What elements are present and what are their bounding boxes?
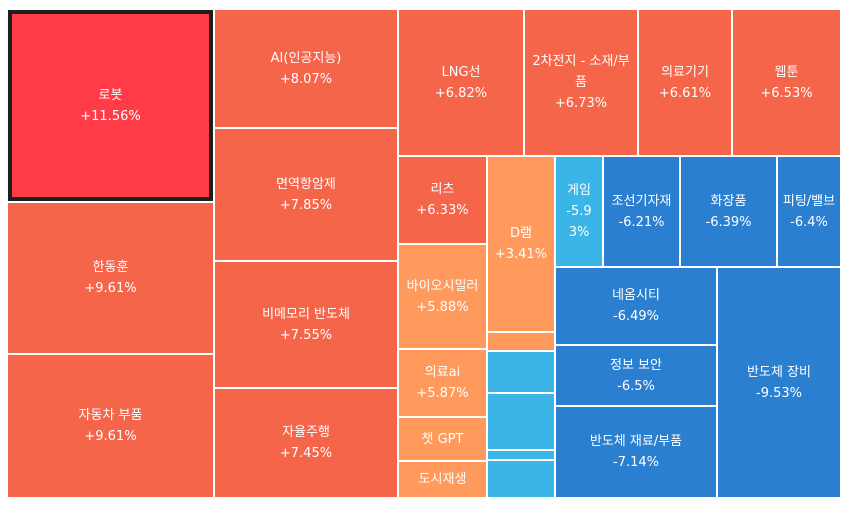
tile-value: -9.53% — [756, 385, 802, 401]
tile-value: +6.82% — [434, 85, 488, 101]
treemap-tile[interactable]: 웹툰 +6.53% — [733, 10, 840, 155]
tile-value: +7.55% — [279, 327, 333, 343]
tile-value: +7.85% — [279, 197, 333, 213]
tile-value: +5.87% — [416, 386, 469, 401]
treemap-tile[interactable]: LNG선 +6.82% — [399, 10, 523, 155]
treemap-tile[interactable] — [488, 352, 554, 392]
treemap-tile[interactable] — [488, 333, 554, 350]
tile-value: -6.49% — [613, 309, 659, 324]
treemap-tile[interactable]: 게임 -5.93% — [556, 157, 602, 266]
tile-label: 자동차 부품 — [78, 408, 143, 423]
treemap-tile[interactable]: 피팅/밸브 -6.4% — [778, 157, 840, 266]
tile-label: 챗 GPT — [421, 431, 464, 447]
treemap-tile[interactable]: 한동훈 +9.61% — [8, 203, 213, 353]
tile-value: +9.61% — [84, 281, 137, 296]
tile-label: 비메모리 반도체 — [262, 306, 350, 322]
tile-value: +6.53% — [760, 85, 813, 101]
tile-label: 정보 보안 — [610, 357, 662, 373]
tile-label: 의료ai — [424, 365, 461, 380]
treemap-tile[interactable]: 리츠 +6.33% — [399, 157, 486, 243]
tile-label: 로봇 — [98, 87, 123, 103]
tile-label: 반도체 재료/부품 — [589, 434, 683, 449]
tile-value: +8.07% — [279, 71, 333, 87]
tile-value: -7.14% — [613, 455, 659, 470]
tile-label: 웹툰 — [774, 64, 799, 80]
treemap-tile[interactable]: 비메모리 반도체 +7.55% — [215, 262, 397, 387]
tile-value: -6.4% — [790, 214, 828, 230]
treemap-tile[interactable]: 네옴시티 -6.49% — [556, 268, 716, 344]
tile-label: 도시재생 — [418, 472, 467, 487]
treemap-tile[interactable]: AI(인공지능) +8.07% — [215, 10, 397, 127]
tile-value: +9.61% — [84, 429, 137, 444]
tile-label: 조선기자재 — [611, 193, 672, 209]
treemap-tile[interactable]: 2차전지 - 소재/부품 +6.73% — [525, 10, 637, 155]
tile-label: 2차전지 - 소재/부품 — [532, 54, 630, 90]
treemap-tile[interactable]: 바이오시밀러 +5.88% — [399, 245, 486, 348]
treemap-tile[interactable] — [488, 394, 554, 449]
treemap-tile[interactable]: 챗 GPT — [399, 418, 486, 460]
tile-value: +6.73% — [554, 96, 608, 111]
treemap-tile[interactable]: 로봇 +11.56% — [8, 10, 213, 201]
treemap-tile[interactable]: D램 +3.41% — [488, 157, 554, 331]
tile-label: 한동훈 — [92, 260, 129, 275]
tile-label: AI(인공지능) — [270, 50, 342, 66]
treemap-tile[interactable]: 도시재생 — [399, 462, 486, 497]
tile-value: +3.41% — [494, 247, 548, 262]
tile-value: -6.39% — [705, 214, 752, 230]
tile-value: +5.88% — [416, 299, 469, 315]
tile-value: -5.93% — [566, 204, 592, 240]
treemap-tile[interactable]: 정보 보안 -6.5% — [556, 346, 716, 405]
tile-value: +7.45% — [279, 446, 333, 461]
tile-label: 반도체 장비 — [747, 364, 811, 380]
treemap-tile[interactable]: 의료기기 +6.61% — [639, 10, 731, 155]
tile-value: +6.61% — [658, 85, 712, 101]
treemap-tile[interactable]: 반도체 장비 -9.53% — [718, 268, 840, 497]
tile-value: +6.33% — [416, 203, 469, 218]
tile-label: LNG선 — [441, 64, 481, 80]
treemap-tile[interactable]: 화장품 -6.39% — [681, 157, 776, 266]
treemap-tile[interactable]: 반도체 재료/부품 -7.14% — [556, 407, 716, 497]
treemap-tile[interactable]: 자율주행 +7.45% — [215, 389, 397, 497]
tile-label: 리츠 — [430, 182, 455, 197]
tile-value: -6.21% — [618, 214, 665, 230]
treemap-tile[interactable]: 의료ai +5.87% — [399, 350, 486, 416]
tile-label: 의료기기 — [661, 64, 709, 80]
tile-label: 네옴시티 — [612, 288, 660, 303]
treemap-tile[interactable]: 면역항암제 +7.85% — [215, 129, 397, 260]
tile-value: -6.5% — [617, 378, 655, 394]
tile-label: 면역항암제 — [276, 176, 336, 192]
tile-label: 화장품 — [710, 193, 747, 209]
treemap-tile[interactable] — [488, 461, 554, 497]
tile-label: 자율주행 — [282, 425, 330, 440]
treemap-tile[interactable]: 조선기자재 -6.21% — [604, 157, 679, 266]
tile-label: 피팅/밸브 — [782, 193, 836, 209]
treemap-tile[interactable] — [488, 451, 554, 459]
tile-value: +11.56% — [80, 108, 141, 124]
tile-label: 게임 — [567, 183, 591, 198]
tile-label: D램 — [510, 226, 532, 241]
tile-label: 바이오시밀러 — [406, 278, 479, 294]
treemap-tile[interactable]: 자동차 부품 +9.61% — [8, 355, 213, 497]
